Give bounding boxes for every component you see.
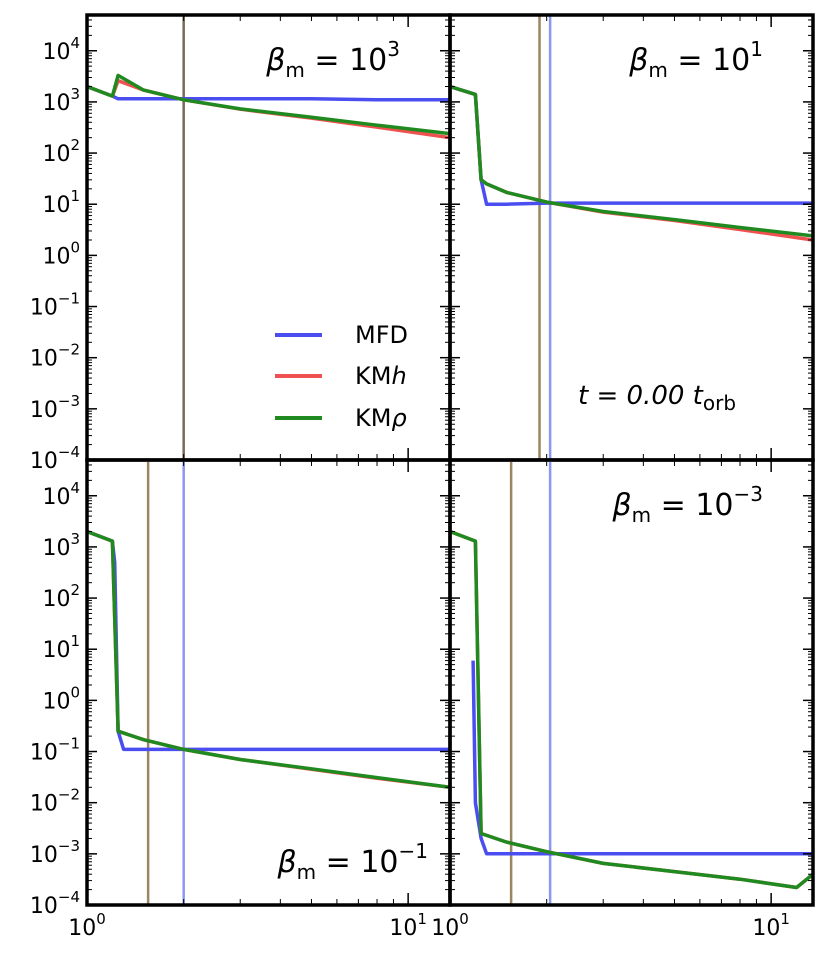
y-tick-label: 101: [42, 187, 80, 218]
y-tick-label: 102: [42, 136, 80, 167]
y-tick-label: 102: [42, 581, 80, 612]
series-line-KMh: [450, 529, 813, 890]
y-tick-label: 10−1: [30, 735, 80, 766]
series-line-KMρ: [87, 529, 450, 790]
series-line-KMh: [450, 84, 813, 242]
panel-3: βm = 10−1: [85, 458, 452, 907]
series-group: [87, 73, 450, 140]
legend-label: KMρ: [355, 404, 407, 432]
y-tick-label: 10−1: [30, 290, 80, 321]
panel-frame: [448, 458, 815, 907]
series-group: [87, 529, 450, 790]
y-tick-label: 10−2: [30, 786, 80, 817]
legend: MFD KMh KMρ: [275, 321, 408, 432]
y-tick-label: 10−2: [30, 341, 80, 372]
panel-ticks: [86, 14, 450, 461]
panel-beta-label: βm = 10−3: [611, 482, 763, 527]
x-tick-label: 101: [752, 910, 790, 941]
series-line-MFD: [450, 84, 813, 206]
series-line-KMρ: [87, 73, 450, 136]
panel-ticks: [86, 459, 450, 906]
y-tick-label: 103: [42, 85, 80, 116]
panel-4: βm = 10−3: [448, 458, 815, 907]
y-tick-label: 100: [42, 238, 80, 269]
panel-frame: [85, 13, 452, 462]
y-tick-label: 10−3: [30, 837, 80, 868]
series-group: [450, 529, 813, 890]
y-tick-label: 10−4: [30, 443, 80, 474]
axis-tick-labels: 10410310210110010−110−210−310−4104103102…: [30, 34, 790, 941]
x-tick-label: 100: [68, 910, 106, 941]
y-tick-label: 10−4: [30, 888, 80, 919]
panel-1: βm = 103: [85, 13, 452, 462]
x-tick-label: 100: [431, 910, 469, 941]
annotations: MFD KMh KMρ t = 0.00 torb: [275, 321, 736, 432]
y-tick-label: 10−3: [30, 392, 80, 423]
series-line-MFD: [471, 660, 813, 856]
y-tick-label: 104: [42, 34, 80, 65]
panel-beta-label: βm = 103: [265, 37, 400, 82]
series-line-MFD: [87, 529, 450, 752]
panel-beta-label: βm = 101: [628, 37, 763, 82]
panel-frame: [85, 458, 452, 907]
legend-label: MFD: [355, 321, 408, 349]
panels-layer: βm = 103 βm = 101 βm = 10−1 βm = 10−3: [85, 13, 815, 907]
y-tick-label: 101: [42, 632, 80, 663]
y-tick-label: 104: [42, 479, 80, 510]
time-annotation: t = 0.00 torb: [578, 381, 736, 415]
legend-label: KMh: [355, 362, 407, 390]
series-line-KMρ: [450, 529, 813, 890]
y-tick-label: 103: [42, 530, 80, 561]
x-tick-label: 101: [389, 910, 427, 941]
y-tick-label: 100: [42, 683, 80, 714]
series-group: [450, 84, 813, 242]
panel-2: βm = 101: [448, 13, 815, 462]
series-line-KMρ: [450, 84, 813, 238]
panel-beta-label: βm = 10−1: [276, 839, 428, 884]
